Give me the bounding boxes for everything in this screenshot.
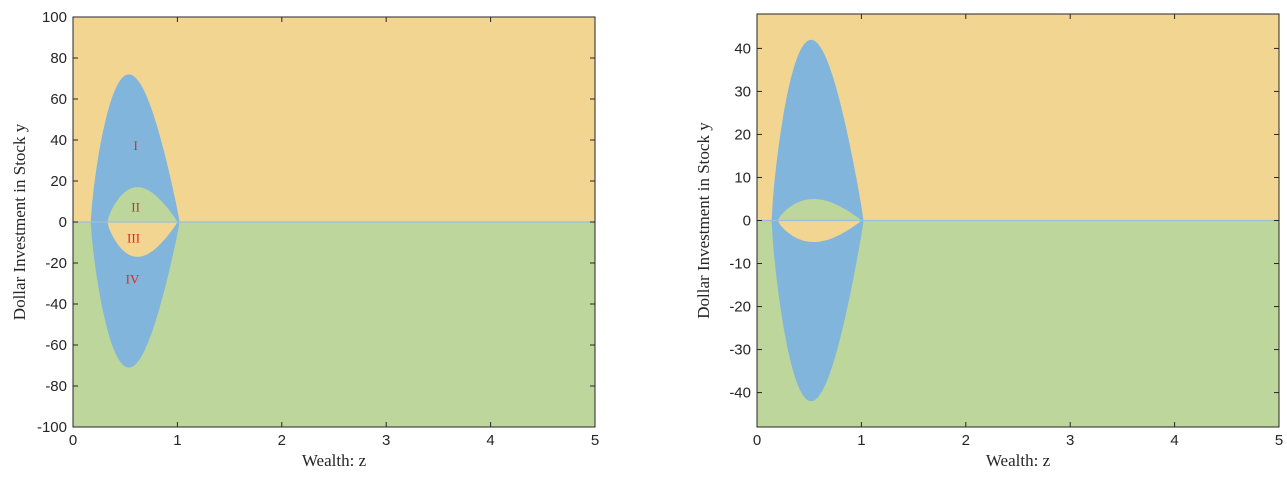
y-tick-label: -10 — [729, 256, 751, 273]
x-tick-label: 5 — [1275, 432, 1283, 449]
y-tick-label: 30 — [734, 83, 751, 100]
x-tick-label: 0 — [753, 432, 761, 449]
region-inner-upper — [107, 187, 178, 222]
region-inner-lower — [107, 222, 178, 257]
y-tick-label: 80 — [50, 50, 67, 67]
y-tick-label: 0 — [743, 213, 751, 230]
y-axis-label: Dollar Investment in Stock y — [10, 123, 29, 320]
region-label-i: I — [133, 138, 137, 153]
region-inner-lower — [777, 220, 862, 242]
y-tick-label: 60 — [50, 91, 67, 108]
chart-panel-left: 0 1 2 3 4 5 -100 -80 -60 -40 -20 0 20 40 60 80 100 Wealth… — [10, 9, 599, 470]
x-tick-label: 0 — [69, 432, 77, 449]
y-tick-label: 40 — [50, 132, 67, 149]
region-inner-upper — [777, 199, 862, 221]
x-tick-label: 4 — [486, 432, 494, 449]
y-tick-label: -80 — [45, 378, 67, 395]
y-tick-label: -20 — [729, 299, 751, 316]
x-axis-label: Wealth: z — [986, 451, 1051, 470]
x-tick-label: 5 — [591, 432, 599, 449]
y-tick-label: -20 — [45, 255, 67, 272]
y-tick-label: 0 — [59, 214, 67, 231]
x-tick-label: 3 — [382, 432, 390, 449]
y-tick-label: -40 — [729, 385, 751, 402]
region-label-iii: III — [127, 230, 140, 245]
region-label-ii: II — [131, 200, 140, 215]
y-tick-label: -60 — [45, 337, 67, 354]
y-tick-label: -100 — [37, 419, 67, 436]
y-tick-label: -40 — [45, 296, 67, 313]
x-axis-label: Wealth: z — [302, 451, 367, 470]
x-tick-label: 1 — [857, 432, 865, 449]
x-tick-label: 2 — [278, 432, 286, 449]
y-tick-label: -30 — [729, 342, 751, 359]
y-tick-label: 100 — [42, 9, 67, 26]
y-tick-label: 40 — [734, 40, 751, 57]
region-label-iv: IV — [126, 271, 140, 286]
x-tick-label: 3 — [1066, 432, 1074, 449]
x-tick-label: 2 — [962, 432, 970, 449]
x-tick-label: 1 — [173, 432, 181, 449]
y-axis-label: Dollar Investment in Stock y — [694, 122, 713, 319]
y-tick-label: 10 — [734, 169, 751, 186]
x-tick-label: 4 — [1170, 432, 1178, 449]
y-tick-label: 20 — [50, 173, 67, 190]
y-tick-label: 20 — [734, 126, 751, 143]
chart-panel-right: 0 1 2 3 4 5 -40 -30 -20 -10 0 10 20 30 40 Wealth: z Doll… — [694, 13, 1283, 470]
